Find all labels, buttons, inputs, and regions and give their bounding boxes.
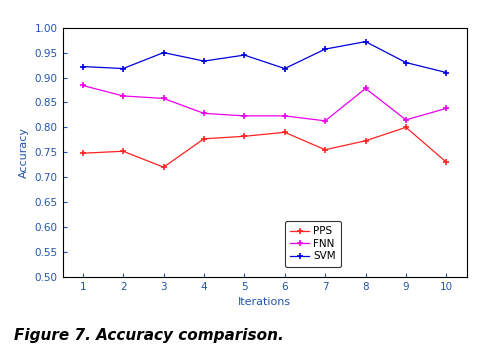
PPS xyxy=(120,149,126,153)
SVM xyxy=(120,66,126,71)
FNN xyxy=(160,96,166,100)
Line: SVM: SVM xyxy=(79,38,449,76)
FNN xyxy=(80,83,85,88)
SVM xyxy=(322,47,327,51)
FNN xyxy=(201,111,206,116)
FNN xyxy=(443,106,448,110)
SVM xyxy=(160,51,166,55)
Text: Figure 7. Accuracy comparison.: Figure 7. Accuracy comparison. xyxy=(14,328,284,343)
FNN xyxy=(281,114,287,118)
SVM xyxy=(241,53,247,57)
PPS xyxy=(241,134,247,138)
SVM xyxy=(362,39,368,44)
SVM xyxy=(201,59,206,63)
PPS xyxy=(362,139,368,143)
PPS xyxy=(402,125,408,129)
PPS xyxy=(80,151,85,155)
Line: FNN: FNN xyxy=(79,82,449,124)
Line: PPS: PPS xyxy=(79,124,449,171)
FNN xyxy=(362,86,368,91)
PPS xyxy=(281,130,287,134)
FNN xyxy=(120,94,126,98)
PPS xyxy=(160,165,166,169)
FNN xyxy=(241,114,247,118)
SVM xyxy=(80,64,85,69)
Y-axis label: Accuracy: Accuracy xyxy=(19,127,29,178)
SVM xyxy=(443,71,448,75)
Legend: PPS, FNN, SVM: PPS, FNN, SVM xyxy=(285,221,340,267)
SVM xyxy=(402,61,408,65)
SVM xyxy=(281,66,287,71)
X-axis label: Iterations: Iterations xyxy=(238,297,290,307)
PPS xyxy=(201,137,206,141)
PPS xyxy=(443,160,448,164)
FNN xyxy=(402,118,408,122)
PPS xyxy=(322,148,327,152)
FNN xyxy=(322,119,327,123)
